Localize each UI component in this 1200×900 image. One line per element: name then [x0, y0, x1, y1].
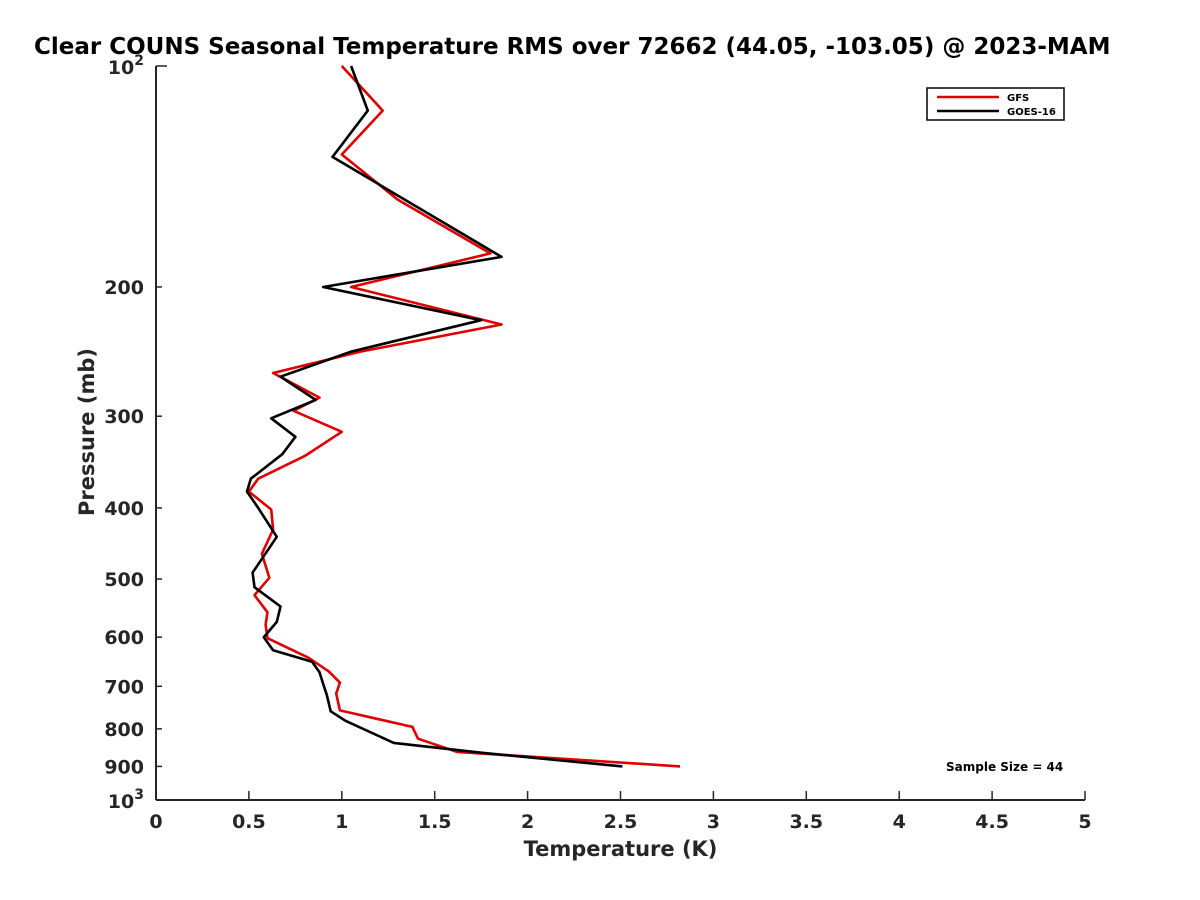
x-tick-label: 1 — [335, 811, 348, 833]
series-layer — [245, 65, 681, 768]
x-tick-label: 4.5 — [975, 811, 1009, 833]
y-decade-label: 103 — [108, 787, 144, 813]
y-tick-label: 700 — [104, 676, 144, 698]
axes: 0 0.5 1 1.5 2 2.5 3 3.5 4 4.5 5 200 300 400 500 600 700 8… — [75, 53, 1092, 861]
y-decade-label: 102 — [108, 53, 144, 79]
y-tick-label: 300 — [104, 406, 144, 428]
y-axis-label: Pressure (mb) — [75, 348, 99, 516]
x-tick-label: 0.5 — [232, 811, 266, 833]
y-tick-label: 800 — [104, 719, 144, 741]
y-tick-label: 200 — [104, 277, 144, 299]
x-tick-label: 0 — [149, 811, 162, 833]
x-tick-label: 4 — [893, 811, 906, 833]
x-tick-label: 2 — [521, 811, 534, 833]
x-tick-label: 2.5 — [604, 811, 638, 833]
x-tick-label: 3 — [707, 811, 720, 833]
legend-label: GOES-16 — [1007, 107, 1056, 118]
y-tick-label: 400 — [104, 498, 144, 520]
x-tick-label: 5 — [1078, 811, 1091, 833]
chart-title: Clear COUNS Seasonal Temperature RMS ove… — [34, 34, 1110, 60]
legend-label: GFS — [1007, 93, 1029, 104]
series-line-gfs — [247, 65, 681, 768]
x-tick-label: 1.5 — [418, 811, 452, 833]
y-tick-label: 600 — [104, 627, 144, 649]
series-line-goes-16 — [245, 65, 623, 768]
sample-size-annotation: Sample Size = 44 — [946, 760, 1063, 774]
legend: GFS GOES-16 — [926, 87, 1065, 121]
x-axis-label: Temperature (K) — [524, 837, 718, 861]
legend-box — [926, 87, 1065, 121]
y-tick-label: 900 — [104, 756, 144, 778]
y-tick-label: 500 — [104, 569, 144, 591]
x-tick-label: 3.5 — [789, 811, 823, 833]
